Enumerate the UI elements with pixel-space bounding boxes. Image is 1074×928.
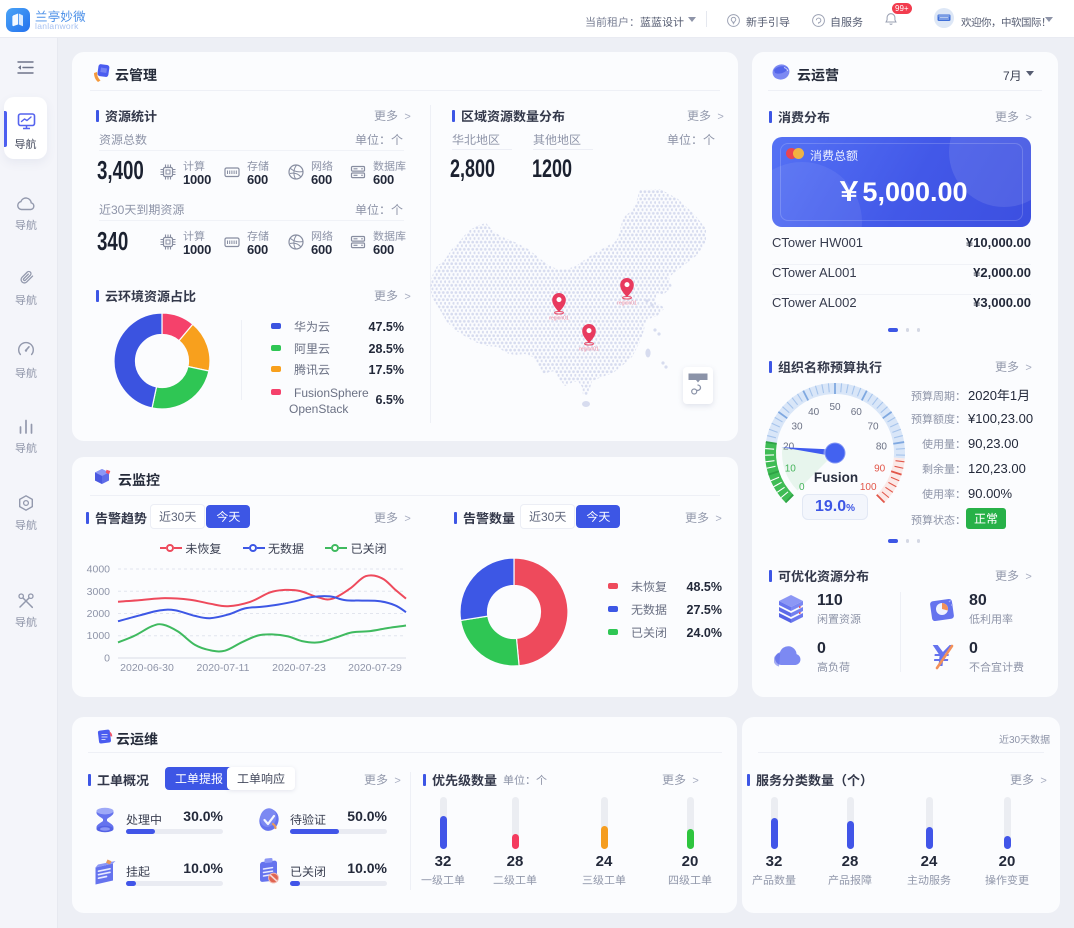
svg-text:50: 50 <box>829 402 841 413</box>
svg-text:2020-06-30: 2020-06-30 <box>120 662 174 674</box>
svg-text:region01: region01 <box>617 301 637 307</box>
svg-text:1000: 1000 <box>87 630 111 642</box>
svg-text:0: 0 <box>104 653 110 665</box>
svg-text:60: 60 <box>851 407 863 418</box>
svg-text:3000: 3000 <box>87 586 111 598</box>
svg-text:2020-07-23: 2020-07-23 <box>272 662 326 674</box>
svg-text:30: 30 <box>791 421 803 432</box>
svg-text:0: 0 <box>799 482 805 493</box>
svg-text:70: 70 <box>867 421 879 432</box>
svg-text:2020-07-11: 2020-07-11 <box>197 662 250 674</box>
svg-text:90: 90 <box>874 464 886 475</box>
svg-text:100: 100 <box>860 482 877 493</box>
svg-text:40: 40 <box>808 407 820 418</box>
svg-text:4000: 4000 <box>87 564 111 576</box>
svg-text:region01: region01 <box>579 347 599 353</box>
svg-text:2000: 2000 <box>87 608 111 620</box>
svg-text:10: 10 <box>785 464 797 475</box>
svg-text:20: 20 <box>783 442 795 453</box>
svg-text:region01: region01 <box>549 316 569 322</box>
svg-text:80: 80 <box>876 442 888 453</box>
svg-text:2020-07-29: 2020-07-29 <box>348 662 402 674</box>
